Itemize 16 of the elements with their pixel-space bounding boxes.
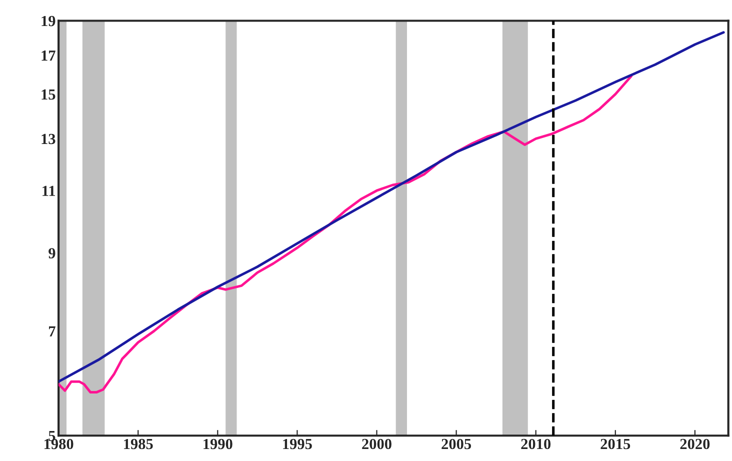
- x-tick-label: 1995: [283, 438, 312, 450]
- y-tick-label: 13: [42, 134, 56, 144]
- y-tick-label: 19: [42, 16, 56, 26]
- y-tick-label: 9: [48, 248, 56, 258]
- x-tick-label: 1985: [124, 438, 153, 450]
- x-tick-label: 2005: [442, 438, 472, 450]
- y-tick-label: 15: [42, 89, 56, 100]
- x-tick-label: 2000: [362, 438, 392, 450]
- y-tick-label: 11: [42, 186, 55, 196]
- x-tick-label: 2010: [521, 438, 551, 450]
- x-tick-label: 2020: [680, 438, 710, 450]
- x-tick-label: 2015: [600, 438, 630, 450]
- line-series: [58, 31, 725, 383]
- x-tick-label: 1990: [204, 438, 232, 450]
- y-tick-label: 7: [49, 326, 56, 336]
- y-tick-label: 17: [42, 50, 56, 61]
